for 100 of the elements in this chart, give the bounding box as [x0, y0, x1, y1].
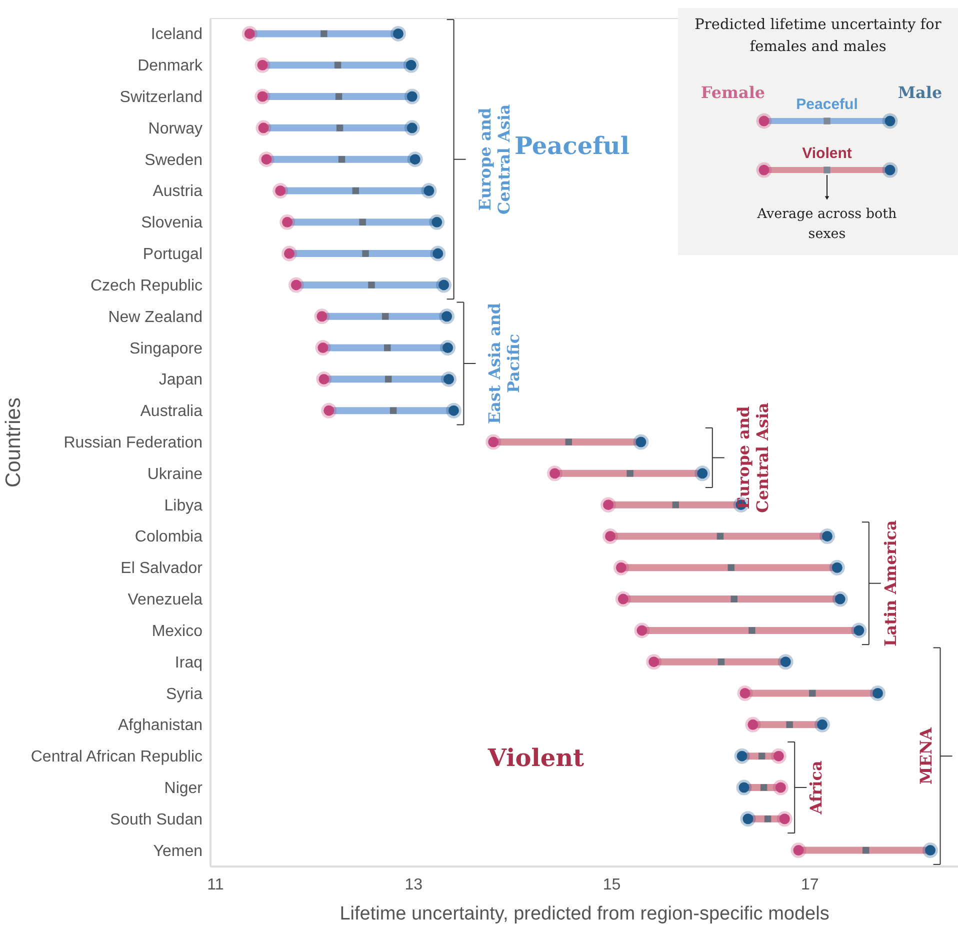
point [626, 470, 634, 477]
point [758, 752, 766, 760]
point [870, 686, 886, 701]
point [421, 183, 437, 198]
y-tick-label: El Salvador [120, 560, 204, 578]
point [694, 466, 710, 482]
annotation: Peaceful [514, 131, 630, 160]
point [258, 152, 274, 168]
point [829, 560, 845, 576]
point [242, 26, 258, 42]
x-tick-label: 15 [602, 876, 621, 894]
point [646, 654, 662, 670]
y-tick-label: Sweden [144, 152, 202, 169]
point [547, 466, 563, 482]
y-tick-label: Iceland [150, 26, 202, 44]
point [736, 780, 752, 796]
x-tick-label: 11 [207, 876, 224, 894]
point [446, 402, 462, 418]
point [748, 627, 756, 634]
point [734, 748, 750, 764]
y-tick-label: Central African Republic [30, 748, 202, 766]
point [280, 214, 296, 230]
annotation: Africa [806, 760, 826, 816]
point [730, 596, 738, 602]
point [772, 780, 788, 796]
point [254, 88, 270, 104]
point [384, 344, 391, 352]
text: Male [898, 83, 942, 102]
y-tick-label: Slovenia [141, 214, 203, 232]
x-tick-label: 13 [404, 876, 423, 894]
point [368, 282, 375, 288]
point [321, 402, 337, 418]
point [314, 308, 330, 324]
annotation: MENA [916, 727, 936, 785]
annotation: East Asia and Pacific [485, 302, 524, 424]
y-tick-label: Austria [152, 183, 203, 200]
point [832, 591, 848, 607]
point [439, 308, 455, 324]
point [440, 340, 456, 356]
y-tick-label: Niger [164, 780, 204, 797]
point [282, 246, 297, 262]
y-tick-label: Japan [158, 372, 202, 389]
point [384, 376, 392, 383]
y-tick-label: Yemen [153, 842, 202, 860]
point [335, 93, 342, 100]
point [760, 784, 768, 791]
point [786, 721, 793, 728]
y-axis-title: Countries [2, 398, 25, 488]
y-tick-label: Afghanistan [118, 717, 202, 734]
point [403, 57, 419, 73]
point [809, 690, 816, 697]
annotation: Latin America [880, 520, 900, 647]
point [320, 30, 328, 38]
y-tick-label: Norway [148, 120, 202, 138]
point [728, 564, 734, 571]
y-tick-label: Venezuela [128, 592, 203, 609]
point [430, 246, 446, 262]
y-tick-label: Mexico [152, 622, 203, 640]
point [633, 434, 649, 450]
point [254, 57, 270, 73]
x-axis-title: Lifetime uncertainty, predicted from region-specific models [340, 904, 830, 924]
y-tick-label: Libya [164, 497, 203, 514]
y-tick-label: Russian Federation [64, 434, 202, 452]
y-tick-label: Ukraine [147, 466, 203, 483]
point [407, 152, 423, 168]
y-tick-label: Syria [166, 686, 203, 703]
annotation: Europe and Central Asia [734, 402, 772, 513]
point [336, 124, 344, 132]
y-tick-label: Colombia [134, 528, 203, 546]
annotation: Europe and Central Asia [475, 104, 514, 214]
annotation: Peaceful [796, 96, 858, 113]
point [436, 277, 452, 293]
point [776, 811, 792, 827]
point [778, 654, 794, 670]
point [362, 250, 369, 257]
point [352, 187, 359, 194]
point [288, 277, 304, 293]
point [716, 532, 724, 540]
point [382, 313, 389, 320]
y-tick-label: New Zealand [108, 308, 202, 326]
point [634, 622, 650, 638]
point [602, 528, 618, 544]
point [790, 842, 806, 858]
annotation: Average across both sexes [756, 206, 898, 242]
point [613, 560, 629, 576]
point [272, 183, 288, 198]
point [737, 686, 753, 701]
y-tick-label: Iraq [174, 654, 202, 672]
point [441, 371, 457, 387]
point [819, 528, 835, 544]
point [764, 816, 772, 822]
text: Female [700, 83, 766, 102]
point [334, 62, 342, 68]
annotation: Violent [486, 743, 584, 772]
y-tick-label: Switzerland [120, 89, 202, 106]
point [256, 120, 272, 136]
y-tick-label: Denmark [138, 58, 204, 75]
point [600, 497, 616, 513]
point [404, 120, 420, 136]
point [615, 591, 631, 607]
